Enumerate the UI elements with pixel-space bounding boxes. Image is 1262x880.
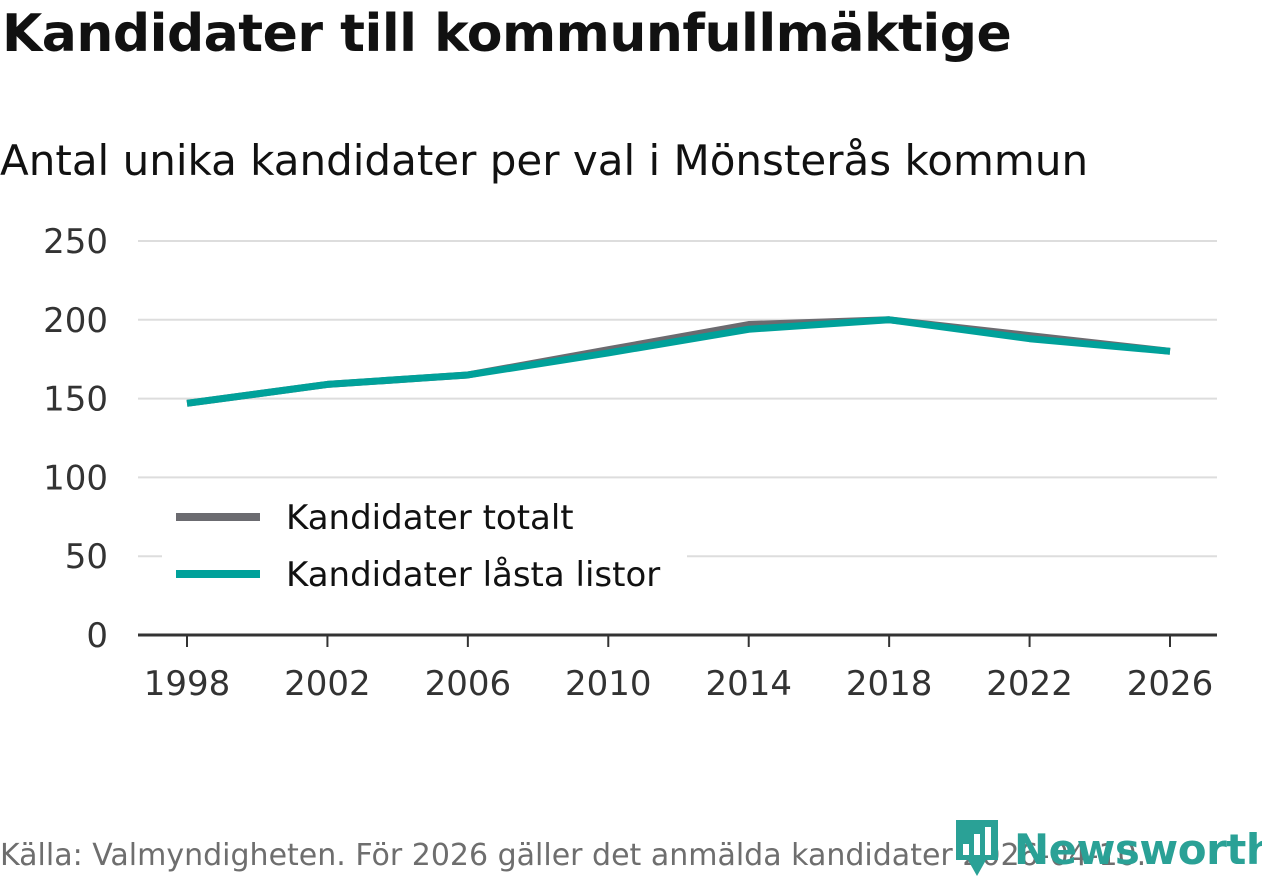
y-tick-label: 0	[86, 616, 108, 656]
newsworthy-logo-icon	[956, 820, 998, 876]
y-tick-label: 100	[43, 458, 108, 498]
x-tick-label: 2002	[284, 664, 371, 704]
y-tick-label: 250	[43, 222, 108, 262]
legend-label: Kandidater totalt	[286, 498, 574, 538]
brand-logo: Newsworthy	[952, 818, 1262, 880]
y-tick-label: 50	[65, 537, 108, 577]
legend-label: Kandidater låsta listor	[286, 555, 660, 595]
x-tick-label: 2006	[425, 664, 512, 704]
source-note: Källa: Valmyndigheten. För 2026 gäller d…	[0, 838, 1147, 873]
x-tick-label: 2010	[565, 664, 652, 704]
x-tick-label: 2014	[705, 664, 792, 704]
legend-background	[162, 488, 687, 608]
chart-title: Kandidater till kommunfullmäktige	[2, 4, 1012, 64]
x-tick-label: 1998	[144, 664, 231, 704]
y-tick-label: 150	[43, 380, 108, 420]
x-tick-label: 2022	[986, 664, 1073, 704]
x-tick-label: 2026	[1127, 664, 1214, 704]
chart-subtitle: Antal unika kandidater per val i Mönster…	[0, 136, 1089, 185]
brand-name: Newsworthy	[1014, 824, 1262, 874]
x-tick-label: 2018	[846, 664, 933, 704]
y-tick-label: 200	[43, 301, 108, 341]
series-line	[186, 316, 1171, 407]
series-line	[186, 316, 1171, 407]
